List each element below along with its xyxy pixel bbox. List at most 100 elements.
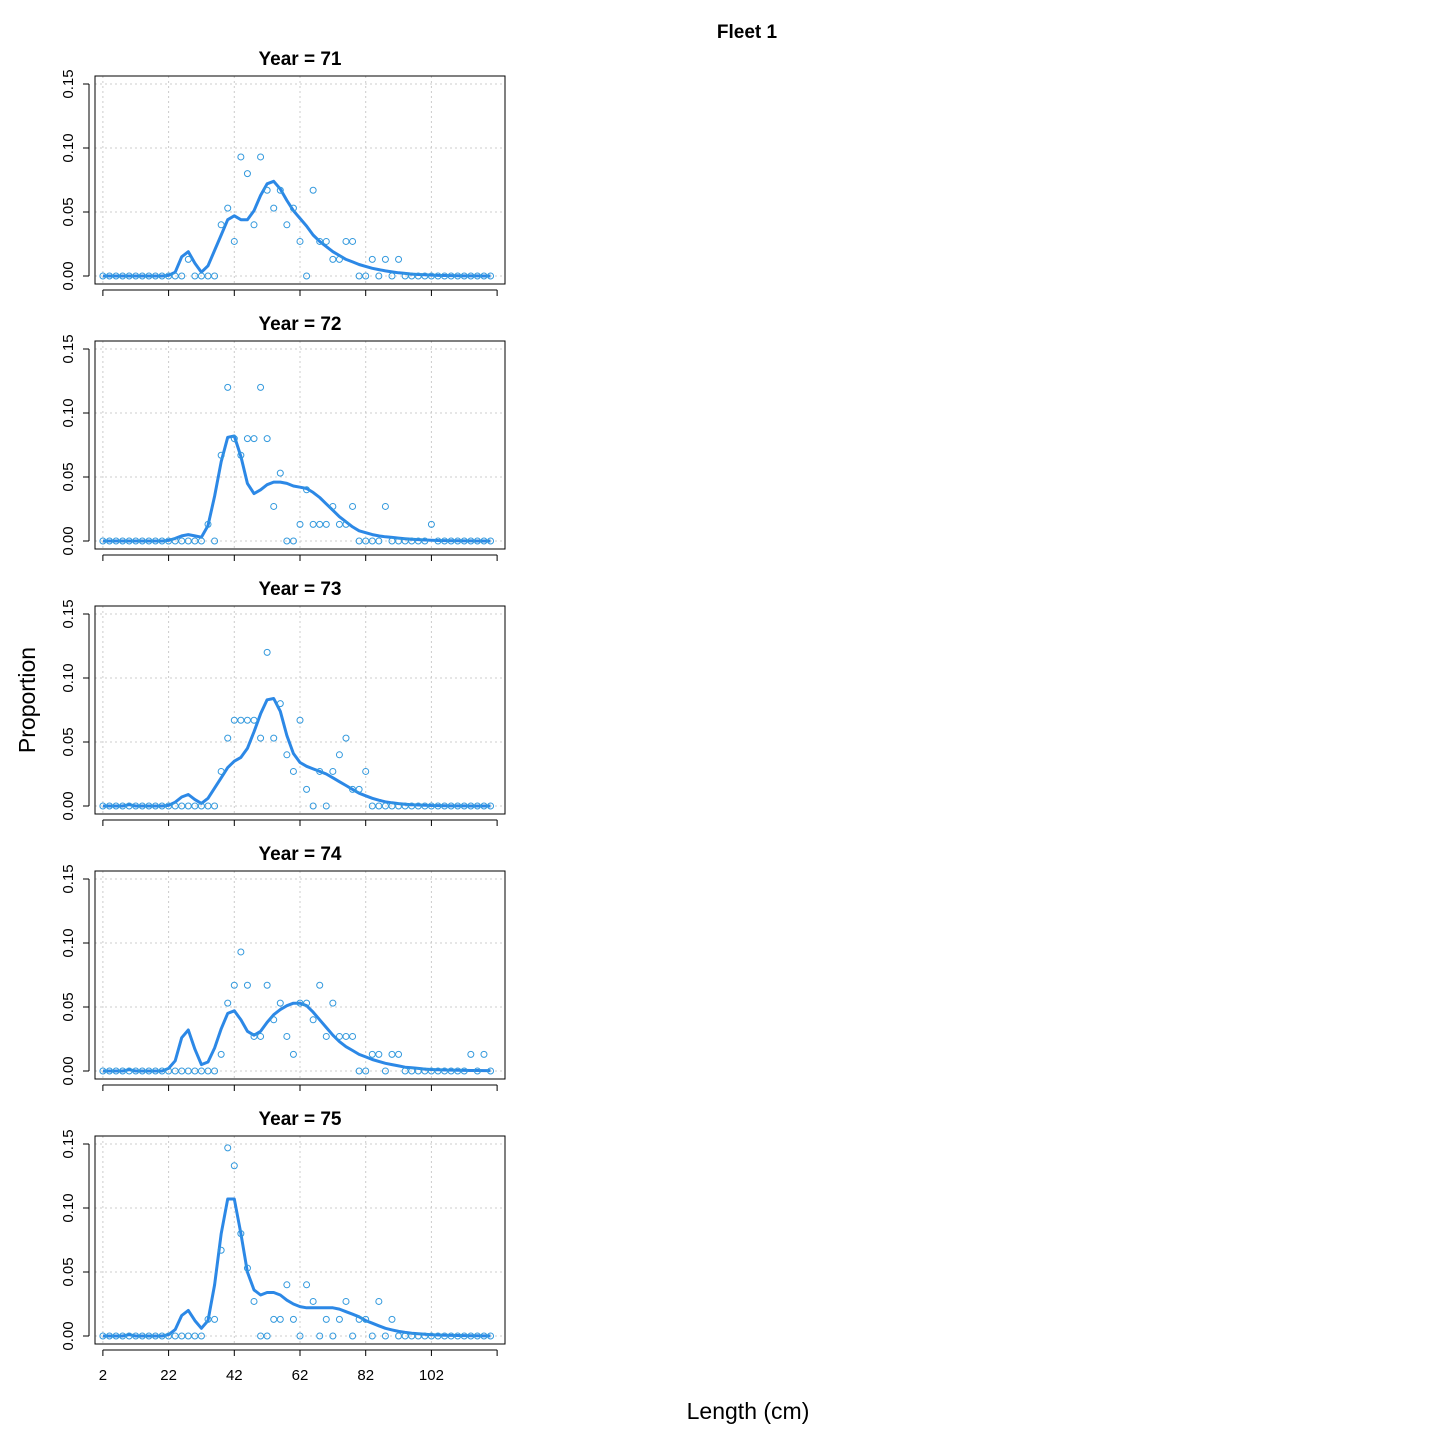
observed-point: [467, 272, 475, 280]
observed-point: [138, 272, 146, 280]
observed-point: [303, 999, 311, 1007]
observed-point: [276, 1315, 284, 1323]
observed-point: [105, 537, 113, 545]
observed-point: [309, 1016, 317, 1024]
observed-point: [375, 802, 383, 810]
observed-point: [427, 272, 435, 280]
y-tick-label: 0.00: [60, 1321, 77, 1350]
observed-point: [454, 537, 462, 545]
observed-point: [178, 802, 186, 810]
observed-point: [355, 537, 363, 545]
observed-point: [303, 785, 311, 793]
x-tick-label: 42: [226, 1367, 243, 1384]
observed-point: [105, 1332, 113, 1340]
y-tick-label: 0.10: [60, 1193, 77, 1222]
observed-point: [257, 1032, 265, 1040]
observed-point: [316, 520, 324, 528]
observed-point: [473, 1067, 481, 1075]
observed-point: [329, 1332, 337, 1340]
observed-point: [401, 802, 409, 810]
observed-point: [480, 272, 488, 280]
observed-point: [257, 734, 265, 742]
observed-point: [467, 1332, 475, 1340]
observed-point: [105, 1067, 113, 1075]
observed-point: [151, 1332, 159, 1340]
observed-point: [421, 802, 429, 810]
observed-point: [381, 1332, 389, 1340]
observed-point: [368, 537, 376, 545]
y-tick-label: 0.05: [60, 197, 77, 226]
observed-point: [178, 272, 186, 280]
observed-point: [250, 1032, 258, 1040]
y-tick-label: 0.15: [60, 334, 77, 363]
observed-point: [132, 1332, 140, 1340]
observed-point: [454, 802, 462, 810]
observed-point: [237, 153, 245, 161]
observed-point: [158, 1067, 166, 1075]
observed-point: [263, 981, 271, 989]
observed-point: [112, 1067, 120, 1075]
y-tick-label: 0.15: [60, 599, 77, 628]
observed-point: [375, 1050, 383, 1058]
panel-title: Year = 73: [259, 579, 342, 600]
observed-point: [447, 1332, 455, 1340]
observed-point: [408, 1067, 416, 1075]
observed-point: [355, 785, 363, 793]
observed-point: [184, 537, 192, 545]
observed-point: [237, 451, 245, 459]
observed-point: [401, 1067, 409, 1075]
observed-point: [132, 802, 140, 810]
observed-point: [362, 1067, 370, 1075]
observed-point: [322, 1032, 330, 1040]
observed-point: [283, 1281, 291, 1289]
observed-point: [243, 1264, 251, 1272]
observed-point: [230, 716, 238, 724]
observed-point: [158, 1332, 166, 1340]
observed-point: [480, 1050, 488, 1058]
observed-point: [197, 802, 205, 810]
observed-point: [408, 802, 416, 810]
observed-point: [283, 1032, 291, 1040]
observed-point: [322, 520, 330, 528]
observed-point: [388, 1050, 396, 1058]
observed-point: [257, 153, 265, 161]
observed-point: [289, 1315, 297, 1323]
observed-point: [211, 272, 219, 280]
observed-point: [322, 1315, 330, 1323]
observed-point: [125, 272, 133, 280]
observed-point: [441, 802, 449, 810]
observed-point: [171, 537, 179, 545]
observed-point: [408, 272, 416, 280]
observed-point: [217, 1246, 225, 1254]
observed-point: [434, 1332, 442, 1340]
observed-point: [322, 802, 330, 810]
observed-point: [441, 272, 449, 280]
y-tick-label: 0.10: [60, 133, 77, 162]
observed-point: [296, 716, 304, 724]
observed-point: [270, 204, 278, 212]
observed-point: [211, 802, 219, 810]
observed-point: [230, 435, 238, 443]
observed-point: [388, 537, 396, 545]
observed-point: [388, 1315, 396, 1323]
observed-point: [197, 1067, 205, 1075]
observed-point: [165, 537, 173, 545]
observed-point: [349, 1032, 357, 1040]
observed-point: [427, 1332, 435, 1340]
observed-point: [197, 272, 205, 280]
observed-point: [178, 1067, 186, 1075]
observed-point: [99, 537, 107, 545]
observed-point: [381, 802, 389, 810]
observed-point: [119, 1332, 127, 1340]
y-tick-label: 0.10: [60, 398, 77, 427]
observed-point: [191, 802, 199, 810]
plot-frame: [94, 605, 506, 815]
observed-point: [335, 751, 343, 759]
observed-point: [303, 486, 311, 494]
observed-point: [388, 272, 396, 280]
observed-point: [105, 272, 113, 280]
observed-point: [322, 237, 330, 245]
y-tick-label: 0.10: [60, 663, 77, 692]
observed-point: [473, 537, 481, 545]
